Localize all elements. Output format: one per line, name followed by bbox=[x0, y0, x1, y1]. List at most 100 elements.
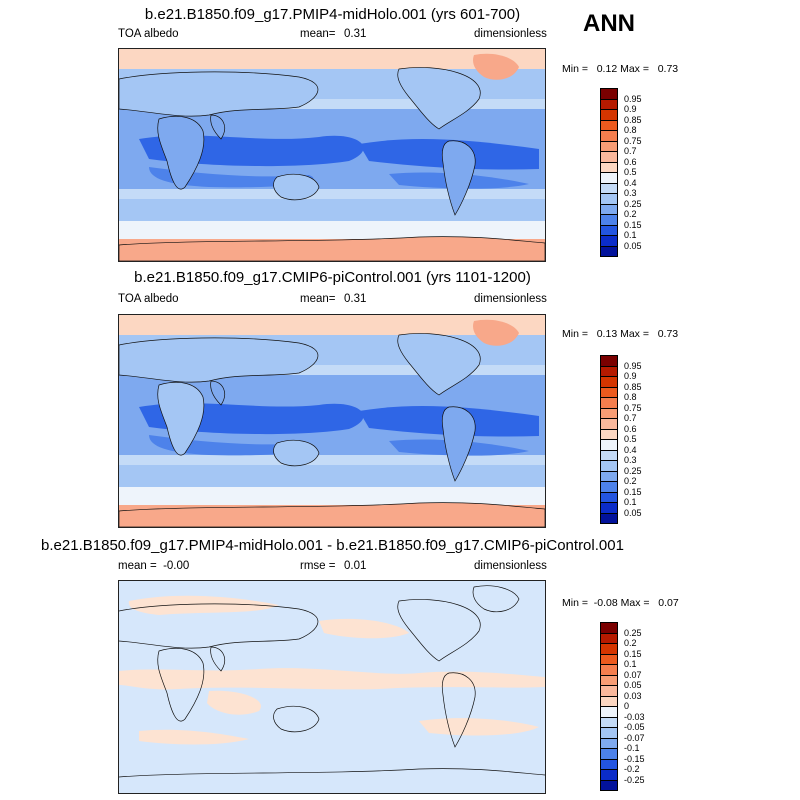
positive-patch-4 bbox=[319, 618, 409, 639]
colorbar-tick-label: 0.75 bbox=[624, 402, 642, 413]
colorbar-tick-label: 0.7 bbox=[624, 413, 637, 423]
colorbar-tick-label: 0.25 bbox=[624, 627, 642, 638]
colorbar-tick-label: -0.25 bbox=[624, 774, 645, 785]
australia-land bbox=[273, 439, 320, 467]
panel-2-minmax: Min = 0.13 Max = 0.73 bbox=[562, 328, 679, 340]
panel-2-title: b.e21.B1850.f09_g17.CMIP6-piControl.001 … bbox=[134, 269, 531, 286]
india-land bbox=[210, 646, 225, 672]
arctic-peach bbox=[119, 49, 545, 69]
panel-1-mean-value: 0.31 bbox=[344, 28, 367, 40]
antarctica-land bbox=[119, 236, 545, 261]
colorbar-tick-label: 0.8 bbox=[624, 392, 637, 402]
eurasia-land bbox=[119, 603, 319, 649]
colorbar-tick-label: -0.2 bbox=[624, 764, 640, 774]
colorbar-tick-label: 0.4 bbox=[624, 177, 637, 188]
colorbar-tick-label: 0.5 bbox=[624, 434, 637, 444]
panel-3-minmax: Min = -0.08 Max = 0.07 bbox=[562, 597, 679, 609]
colorbar-tick-label: 0.8 bbox=[624, 125, 637, 135]
colorbar-tick-label: -0.05 bbox=[624, 722, 645, 732]
colorbar-tick-label: 0.15 bbox=[624, 219, 642, 230]
colorbar-tick-label: 0.85 bbox=[624, 381, 642, 392]
colorbar-tick-label: 0.6 bbox=[624, 423, 637, 434]
colorbar-tick-label: 0.05 bbox=[624, 507, 642, 518]
colorbar-tick-label: 0.15 bbox=[624, 486, 642, 497]
positive-patch-5 bbox=[419, 718, 539, 736]
colorbar-tick-label: 0.7 bbox=[624, 146, 637, 156]
panel-1-title: b.e21.B1850.f09_g17.PMIP4-midHolo.001 (y… bbox=[144, 6, 521, 23]
south-america-land bbox=[441, 406, 476, 482]
southern-ocean-pale bbox=[119, 485, 545, 505]
panel-1-colorbar: 0.95 0.9 0.85 0.8 0.75 0.7 0.6 0.5 0.4 0.3 0.25 0.2… bbox=[600, 88, 680, 258]
colorbar-tick-label: 0.25 bbox=[624, 198, 642, 209]
season-label: ANN bbox=[583, 10, 635, 37]
colorbar-tick-label: 0.5 bbox=[624, 167, 637, 177]
panel-2-map bbox=[118, 314, 546, 528]
colorbar-tick-label: -0.15 bbox=[624, 753, 645, 764]
colorbar-tick-label: 0.95 bbox=[624, 360, 642, 371]
africa-land bbox=[157, 116, 205, 190]
colorbar-tick-label: 0.2 bbox=[624, 638, 637, 648]
panel-3-map bbox=[118, 580, 546, 794]
india-land bbox=[210, 114, 225, 140]
colorbar-tick-label: 0.85 bbox=[624, 114, 642, 125]
south-america-land bbox=[441, 140, 476, 216]
colorbar-box bbox=[600, 245, 618, 257]
greenland-land bbox=[472, 585, 520, 613]
positive-patch-6 bbox=[139, 729, 249, 745]
panel-3-rmse-value: 0.01 bbox=[344, 560, 367, 572]
colorbar-box bbox=[600, 779, 618, 791]
panel-1-map bbox=[118, 48, 546, 262]
panel-3-units: dimensionless bbox=[474, 560, 547, 572]
panel-2-mean-value: 0.31 bbox=[344, 293, 367, 305]
southern-ocean-pale bbox=[119, 219, 545, 239]
colorbar-tick-label: 0 bbox=[624, 701, 630, 711]
panel-2-units: dimensionless bbox=[474, 293, 547, 305]
africa-land bbox=[157, 648, 205, 722]
southern-ocean-band bbox=[119, 465, 545, 487]
colorbar-tick-label: 0.4 bbox=[624, 444, 637, 455]
panel-2-mean-label: mean= bbox=[300, 293, 336, 305]
colorbar-tick-label: 0.3 bbox=[624, 188, 637, 198]
southern-ocean-band bbox=[119, 199, 545, 221]
colorbar-tick-label: -0.03 bbox=[624, 711, 645, 722]
australia-land bbox=[273, 173, 320, 201]
panel-3-mean: mean = -0.00 bbox=[118, 560, 190, 572]
panel-2-colorbar: 0.95 0.9 0.85 0.8 0.75 0.7 0.6 0.5 0.4 0.3 0.25 0.2… bbox=[600, 355, 680, 525]
positive-patch-2 bbox=[119, 668, 545, 690]
colorbar-tick-label: 0.07 bbox=[624, 669, 642, 680]
panel-3-title: b.e21.B1850.f09_g17.PMIP4-midHolo.001 - … bbox=[41, 537, 624, 554]
colorbar-tick-label: 0.1 bbox=[624, 230, 637, 240]
colorbar-tick-label: 0.25 bbox=[624, 465, 642, 476]
north-america-land bbox=[397, 599, 481, 662]
colorbar-tick-label: 0.95 bbox=[624, 93, 642, 104]
panel-1-mean-label: mean= bbox=[300, 28, 336, 40]
eurasia-land bbox=[119, 71, 319, 117]
eurasia-land bbox=[119, 337, 319, 383]
greenland-ice bbox=[473, 53, 519, 80]
south-america-land bbox=[441, 672, 476, 748]
colorbar-tick-label: 0.05 bbox=[624, 240, 642, 251]
australia-land bbox=[273, 705, 320, 733]
panel-3-colorbar: 0.25 0.2 0.15 0.1 0.07 0.05 0.03 0 -0.03 -0.05 -0.… bbox=[600, 622, 680, 792]
colorbar-tick-label: 0.03 bbox=[624, 690, 642, 701]
panel-1-minmax: Min = 0.12 Max = 0.73 bbox=[562, 63, 679, 75]
colorbar-tick-label: 0.1 bbox=[624, 659, 637, 669]
colorbar-tick-label: 0.05 bbox=[624, 680, 642, 690]
colorbar-tick-label: 0.9 bbox=[624, 104, 637, 114]
colorbar-tick-label: -0.07 bbox=[624, 732, 645, 743]
india-land bbox=[210, 380, 225, 406]
positive-patch-1 bbox=[128, 595, 279, 615]
north-america-land bbox=[397, 333, 481, 396]
africa-land bbox=[157, 382, 205, 456]
panel-3-rmse-label: rmse = bbox=[300, 560, 336, 572]
colorbar-tick-label: 0.3 bbox=[624, 455, 637, 465]
colorbar-tick-label: 0.2 bbox=[624, 209, 637, 219]
colorbar-tick-label: 0.1 bbox=[624, 497, 637, 507]
colorbar-tick-label: 0.6 bbox=[624, 156, 637, 167]
greenland-ice bbox=[473, 319, 519, 346]
north-america-land bbox=[397, 67, 481, 130]
positive-patch-3 bbox=[207, 690, 261, 715]
colorbar-box bbox=[600, 512, 618, 524]
arctic-peach bbox=[119, 315, 545, 335]
colorbar-tick-label: 0.9 bbox=[624, 371, 637, 381]
